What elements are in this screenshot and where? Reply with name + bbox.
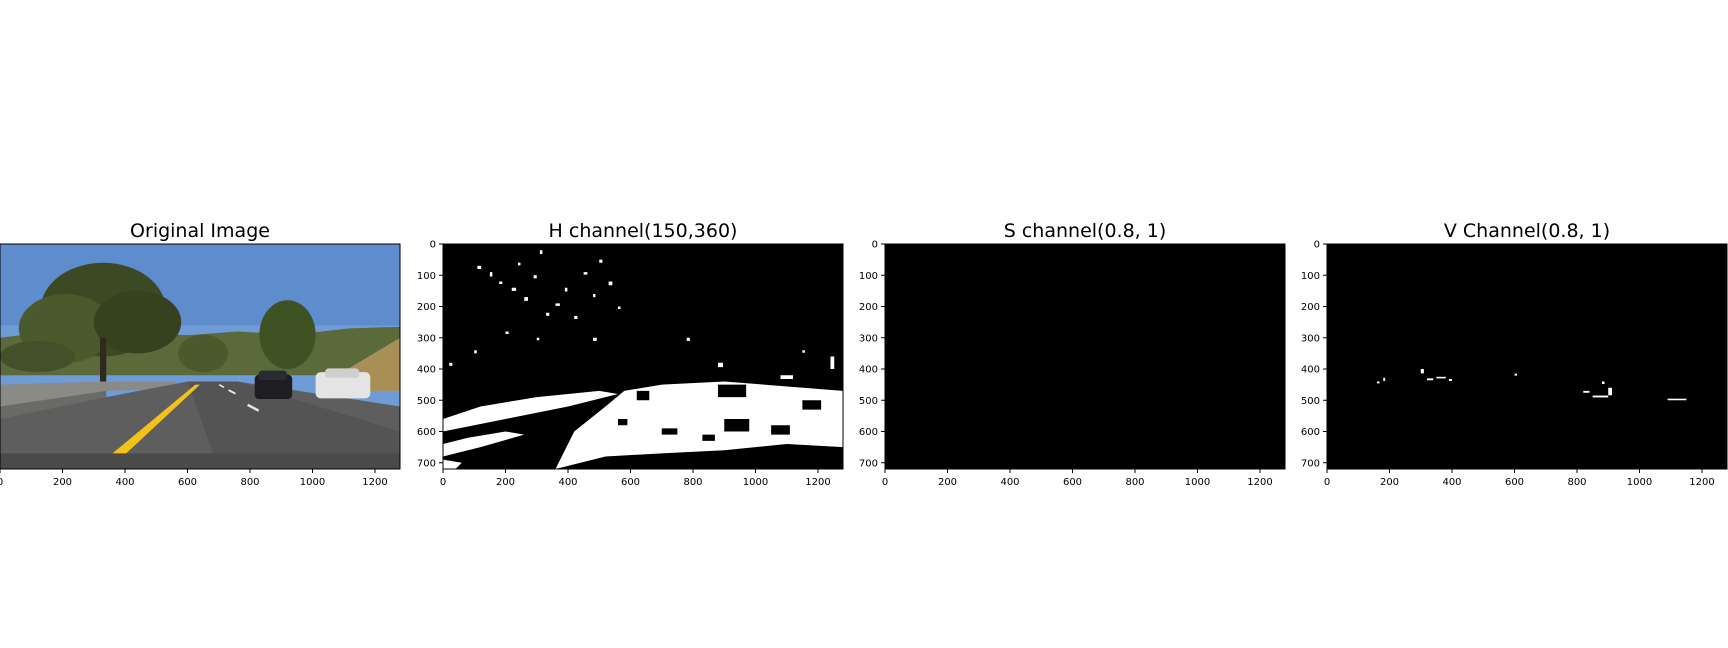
panel-h-channel: H channel(150,360) — [417, 220, 844, 488]
panel-title: S channel(0.8, 1) — [1004, 220, 1167, 242]
x-tick-label: 0 — [882, 477, 888, 488]
x-tick-label: 400 — [1000, 477, 1019, 488]
x-tick-label: 1200 — [1247, 477, 1272, 488]
axes-frame — [442, 243, 844, 470]
y-tick-label: 100 — [1301, 271, 1320, 282]
y-tick-label: 400 — [1301, 365, 1320, 376]
y-tick-label: 100 — [859, 271, 878, 282]
x-tick-label: 400 — [1442, 477, 1461, 488]
x-tick-label: 800 — [1125, 477, 1144, 488]
x-tick-label: 400 — [558, 477, 577, 488]
x-tick-label: 1000 — [743, 477, 768, 488]
x-tick-group: 0 200 400 600 800 1000 1200 — [440, 469, 831, 488]
y-tick-label: 700 — [859, 458, 878, 469]
x-tick-label: 0 — [440, 477, 446, 488]
x-tick-group: 0 200 400 600 800 1000 1200 — [0, 469, 388, 488]
h-channel-mask-image — [443, 244, 843, 469]
axes-frame — [1326, 243, 1728, 470]
x-tick-label: 800 — [240, 477, 259, 488]
panel-original-image: Original Image — [0, 220, 401, 488]
x-tick-label: 400 — [115, 477, 134, 488]
y-tick-label: 400 — [859, 365, 878, 376]
x-tick-label: 200 — [496, 477, 515, 488]
y-tick-group: 0 100 200 300 400 500 600 700 — [417, 240, 443, 469]
axes-frame — [0, 243, 401, 470]
y-tick-label: 200 — [417, 302, 436, 313]
x-tick-label: 1200 — [1689, 477, 1714, 488]
x-tick-label: 1200 — [805, 477, 830, 488]
y-tick-label: 600 — [417, 427, 436, 438]
y-tick-label: 300 — [417, 333, 436, 344]
y-tick-group: 0 100 200 300 400 500 600 700 — [1301, 240, 1327, 469]
x-tick-label: 1000 — [1185, 477, 1210, 488]
x-tick-group: 0 200 400 600 800 1000 1200 — [1324, 469, 1715, 488]
y-tick-label: 500 — [1301, 396, 1320, 407]
x-tick-label: 600 — [178, 477, 197, 488]
s-channel-mask-image — [885, 244, 1285, 469]
panel-title: V Channel(0.8, 1) — [1444, 220, 1610, 242]
x-tick-label: 800 — [683, 477, 702, 488]
x-tick-label: 600 — [1505, 477, 1524, 488]
x-tick-label: 600 — [1063, 477, 1082, 488]
y-tick-label: 500 — [859, 396, 878, 407]
x-tick-label: 0 — [0, 477, 3, 488]
y-tick-label: 400 — [417, 365, 436, 376]
panel-title: Original Image — [130, 220, 270, 242]
y-tick-label: 700 — [1301, 458, 1320, 469]
y-tick-label: 0 — [1314, 240, 1320, 251]
y-tick-label: 300 — [1301, 333, 1320, 344]
y-tick-label: 600 — [1301, 427, 1320, 438]
y-tick-label: 200 — [1301, 302, 1320, 313]
x-tick-label: 200 — [53, 477, 72, 488]
panel-v-channel: V Channel(0.8, 1) 0 200 400 600 800 1000 1200 … — [1301, 220, 1728, 488]
y-tick-label: 600 — [859, 427, 878, 438]
y-tick-label: 200 — [859, 302, 878, 313]
x-tick-label: 200 — [1380, 477, 1399, 488]
x-tick-label: 800 — [1567, 477, 1586, 488]
y-tick-label: 300 — [859, 333, 878, 344]
y-tick-label: 100 — [417, 271, 436, 282]
axes-frame — [884, 243, 1286, 470]
x-tick-label: 200 — [938, 477, 957, 488]
x-tick-label: 1000 — [300, 477, 325, 488]
y-tick-label: 700 — [417, 458, 436, 469]
x-tick-label: 600 — [621, 477, 640, 488]
x-tick-label: 1200 — [362, 477, 387, 488]
x-tick-group: 0 200 400 600 800 1000 1200 — [882, 469, 1273, 488]
panel-title: H channel(150,360) — [549, 220, 738, 242]
y-tick-label: 0 — [430, 240, 436, 251]
y-tick-group: 0 100 200 300 400 500 600 700 — [859, 240, 885, 469]
v-channel-mask-image — [1327, 244, 1727, 469]
x-tick-label: 1000 — [1627, 477, 1652, 488]
x-tick-label: 0 — [1324, 477, 1330, 488]
road-photo-image — [0, 244, 400, 469]
y-tick-label: 500 — [417, 396, 436, 407]
y-tick-label: 0 — [872, 240, 878, 251]
panel-s-channel: S channel(0.8, 1) 0 200 400 600 800 1000 1200 … — [859, 220, 1286, 488]
